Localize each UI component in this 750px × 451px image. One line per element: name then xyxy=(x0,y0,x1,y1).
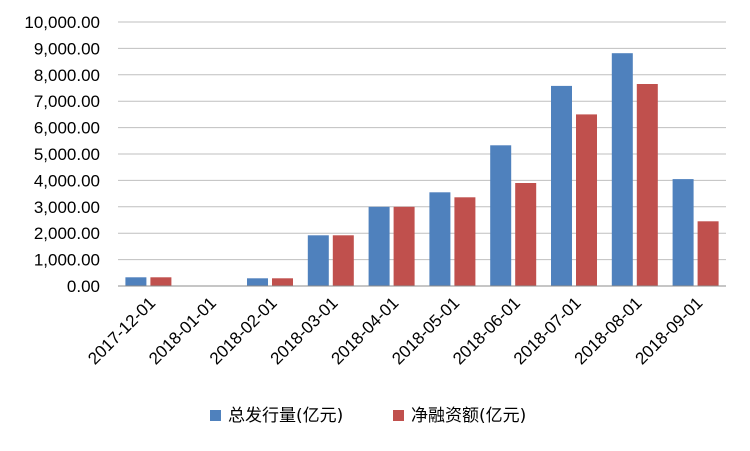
bar-total-issuance-2018-03-01 xyxy=(307,235,329,286)
bar-total-issuance-2018-05-01 xyxy=(429,192,451,286)
y-tick-label: 1,000.00 xyxy=(34,251,100,270)
y-tick-label: 9,000.00 xyxy=(34,39,100,58)
bar-total-issuance-2018-08-01 xyxy=(611,53,633,287)
bar-net-financing-2018-09-01 xyxy=(697,221,719,286)
y-tick-label: 0.00 xyxy=(67,277,100,296)
bar-net-financing-2018-08-01 xyxy=(636,84,658,286)
y-tick-label: 6,000.00 xyxy=(34,119,100,138)
bar-total-issuance-2018-06-01 xyxy=(490,145,512,286)
bar-net-financing-2018-03-01 xyxy=(332,235,354,286)
legend-label-net-financing: 净融资额(亿元) xyxy=(411,406,526,426)
y-tick-label: 3,000.00 xyxy=(34,198,100,217)
y-axis-ticks: 0.00 1,000.00 2,000.00 3,000.00 4,000.00 5,00… xyxy=(24,13,100,296)
y-tick-label: 4,000.00 xyxy=(34,171,100,190)
y-tick-label: 10,000.00 xyxy=(24,13,100,32)
x-axis-ticks: 2017-12-012018-01-012018-02-012018-03-01… xyxy=(84,293,706,368)
bar-total-issuance-2017-12-01 xyxy=(125,277,147,286)
y-tick-label: 7,000.00 xyxy=(34,92,100,111)
y-tick-label: 2,000.00 xyxy=(34,224,100,243)
legend: 总发行量(亿元) 净融资额(亿元) xyxy=(210,406,526,426)
bar-total-issuance-2018-09-01 xyxy=(672,179,694,286)
bar-net-financing-2018-07-01 xyxy=(576,114,597,287)
bars xyxy=(125,53,719,287)
bar-total-issuance-2018-02-01 xyxy=(247,278,268,286)
gridlines xyxy=(118,21,726,261)
y-tick-label: 5,000.00 xyxy=(34,145,100,164)
y-tick-label: 8,000.00 xyxy=(34,66,100,85)
bar-net-financing-2018-05-01 xyxy=(454,197,476,286)
legend-swatch-total-issuance xyxy=(210,410,221,421)
bar-total-issuance-2018-04-01 xyxy=(368,206,390,286)
bar-net-financing-2018-04-01 xyxy=(393,206,415,286)
bar-net-financing-2018-06-01 xyxy=(515,183,537,286)
legend-swatch-net-financing xyxy=(393,410,404,421)
bar-net-financing-2017-12-01 xyxy=(150,277,172,286)
bar-total-issuance-2018-07-01 xyxy=(551,85,572,287)
legend-label-total-issuance: 总发行量(亿元) xyxy=(228,406,343,426)
bar-net-financing-2018-02-01 xyxy=(272,278,293,286)
